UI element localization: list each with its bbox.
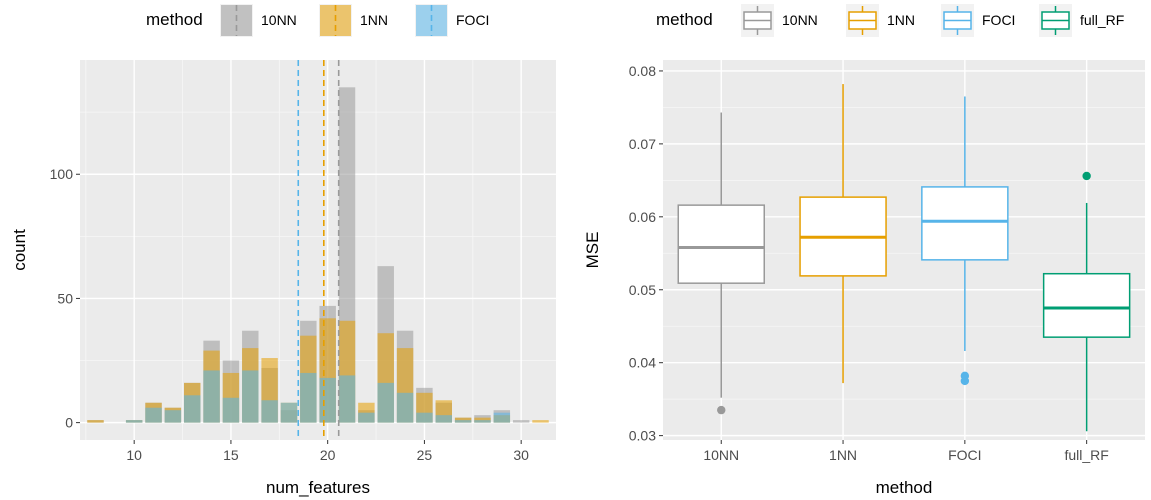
x-tick-label: FOCI (948, 447, 981, 463)
iqr-box-FOCI (921, 186, 1009, 261)
box-1NN (799, 84, 887, 384)
x-tick-label: 20 (320, 447, 336, 463)
x-tick-label: 10NN (703, 447, 739, 463)
boxplot-legend: method 10NN 1NN FOCI full_RF (656, 4, 1124, 37)
legend-label-FOCI: FOCI (456, 12, 489, 28)
bar-FOCI (242, 370, 259, 423)
y-tick-label: 0.07 (629, 136, 656, 152)
box-10NN (677, 112, 765, 415)
histogram-y-axis-title: count (10, 229, 29, 271)
bar-FOCI (164, 410, 182, 423)
bar-FOCI (435, 415, 452, 423)
bar-FOCI (396, 392, 414, 423)
y-tick-label: 0 (65, 415, 73, 431)
y-tick-label: 100 (50, 166, 74, 182)
boxplot-x-axis-title: method (876, 478, 933, 497)
histogram-grid (80, 60, 556, 440)
outlier-point-full_RF (1082, 171, 1091, 181)
outlier-point-FOCI (960, 376, 970, 386)
iqr-box-10NN (677, 204, 765, 284)
histogram-mean-lines (297, 60, 340, 440)
legend-label-10NN: 10NN (782, 12, 818, 28)
bar-FOCI (377, 382, 394, 423)
x-tick-label: 25 (417, 447, 433, 463)
y-tick-label: 50 (57, 290, 73, 306)
bar-FOCI (280, 402, 298, 423)
bar-1NN (87, 420, 104, 423)
histogram-axes: 10 15 20 25 30 0 50 100 (50, 166, 530, 463)
x-tick-label: full_RF (1064, 447, 1108, 463)
y-tick-label: 0.08 (629, 63, 656, 79)
x-tick-label: 1NN (829, 447, 857, 463)
boxplot-y-axis-title: MSE (583, 232, 602, 269)
bar-FOCI (416, 412, 433, 423)
legend-label-FOCI: FOCI (982, 12, 1015, 28)
histogram-x-axis-title: num_features (266, 478, 370, 497)
boxplot-boxes (677, 84, 1131, 432)
histogram-chart: method 10NN 1NN FOCI 10 15 20 25 30 0 50 100 num_f… (10, 4, 556, 497)
bar-FOCI (261, 400, 278, 423)
bar-FOCI (300, 372, 317, 423)
x-tick-label: 30 (513, 447, 529, 463)
y-tick-label: 0.03 (629, 428, 656, 444)
legend-label-10NN: 10NN (261, 12, 297, 28)
iqr-box-full_RF (1042, 272, 1131, 338)
boxplot-chart: method 10NN 1NN FOCI full_RF 0.030.040.050.0… (583, 4, 1145, 497)
legend-label-full_RF: full_RF (1080, 12, 1124, 28)
bar-FOCI (474, 420, 491, 423)
y-tick-label: 0.06 (629, 209, 656, 225)
bar-1NN (532, 420, 549, 423)
histogram-bars (87, 87, 549, 423)
histogram-legend: method 10NN 1NN FOCI (146, 4, 489, 37)
bar-FOCI (145, 407, 162, 423)
x-tick-label: 15 (223, 447, 239, 463)
histogram-panel-background (80, 60, 556, 440)
bar-FOCI (125, 420, 143, 423)
x-tick-label: 10 (126, 447, 142, 463)
legend-title: method (146, 10, 203, 29)
bar-FOCI (338, 375, 356, 423)
bar-10NN (512, 420, 530, 423)
box-FOCI (921, 96, 1009, 386)
legend-label-1NN: 1NN (887, 12, 915, 28)
boxplot-axes: 0.03 0.04 0.05 0.06 0.07 0.08 10NN 1NN FOCI full_… (629, 63, 1109, 463)
y-tick-label: 0.04 (629, 355, 656, 371)
bar-FOCI (203, 370, 220, 423)
bar-FOCI (319, 377, 336, 423)
bar-FOCI (222, 397, 240, 423)
legend-title: method (656, 10, 713, 29)
bar-FOCI (454, 420, 472, 423)
bar-FOCI (184, 395, 201, 423)
bar-FOCI (358, 412, 375, 423)
bar-FOCI (493, 412, 511, 423)
legend-label-1NN: 1NN (360, 12, 388, 28)
y-tick-label: 0.05 (629, 282, 656, 298)
box-full_RF (1042, 171, 1131, 432)
outlier-point-10NN (717, 405, 726, 415)
